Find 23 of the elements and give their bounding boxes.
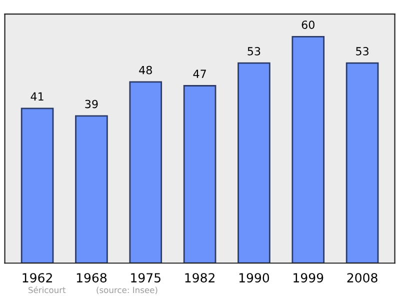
x-tick-label: 1962 (22, 273, 52, 283)
data-label: 60 (302, 20, 314, 29)
text: (source: Insee) (96, 286, 158, 294)
x-tick-label: 1975 (131, 273, 160, 283)
bar (75, 115, 108, 264)
bar (129, 81, 162, 264)
data-label: 39 (85, 100, 98, 108)
bar (292, 36, 325, 264)
bar (20, 108, 54, 264)
x-tick-label: 1999 (294, 273, 324, 283)
x-tick-label: 1968 (76, 273, 107, 283)
bar (346, 62, 379, 264)
data-label: 53 (248, 47, 260, 56)
data-label: 47 (193, 70, 206, 78)
x-tick-label: 2008 (347, 273, 378, 283)
data-label: 41 (30, 92, 44, 101)
bar (238, 62, 270, 264)
x-tick-label: 1990 (239, 273, 270, 283)
text: Séricourt (28, 286, 66, 294)
x-tick-label: 1982 (185, 273, 214, 283)
data-label: 53 (356, 47, 368, 56)
bar (183, 85, 216, 264)
data-label: 48 (139, 66, 152, 74)
